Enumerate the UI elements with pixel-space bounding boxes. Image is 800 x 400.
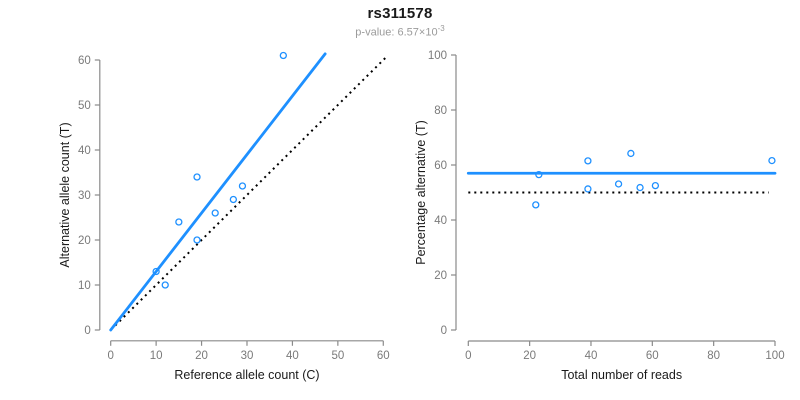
- data-point: [229, 195, 238, 204]
- y-tick-label: 100: [428, 50, 447, 62]
- x-tick-label: 40: [585, 350, 598, 362]
- x-axis-title: Total number of reads: [561, 368, 682, 382]
- x-tick-label: 50: [331, 350, 344, 362]
- data-point: [651, 181, 660, 190]
- y-tick-label: 60: [78, 55, 91, 67]
- chart-title: rs311578: [367, 5, 433, 22]
- data-point: [193, 236, 201, 244]
- x-tick-label: 20: [195, 350, 208, 362]
- data-point: [614, 180, 623, 188]
- data-point: [584, 157, 592, 165]
- data-point: [175, 218, 183, 226]
- y-tick-label: 50: [78, 100, 91, 112]
- x-axis-title: Reference allele count (C): [174, 368, 319, 382]
- data-point: [768, 156, 776, 165]
- data-point: [627, 149, 635, 158]
- data-point: [636, 183, 644, 192]
- y-axis-title: Alternative allele count (T): [58, 122, 72, 267]
- data-point: [193, 173, 201, 181]
- p-value-text: p-value: 6.57×10: [355, 26, 438, 39]
- x-tick-label: 80: [707, 350, 720, 362]
- x-tick-label: 20: [523, 350, 536, 362]
- data-point: [535, 170, 543, 179]
- x-tick-label: 0: [107, 350, 113, 362]
- p-value-exponent: -3: [437, 24, 445, 33]
- y-tick-label: 40: [78, 145, 91, 157]
- y-tick-label: 0: [84, 325, 90, 337]
- data-point: [161, 281, 169, 289]
- fit-line: [109, 52, 327, 332]
- percentage-vs-reads-scatter: 0 20 40 60 80 100 Percentage alternative (T) 0 2…: [414, 50, 785, 382]
- data-point: [238, 182, 247, 190]
- x-tick-label: 10: [150, 350, 163, 362]
- x-tick-label: 0: [465, 350, 471, 362]
- x-tick-label: 40: [286, 350, 299, 362]
- chart-subtitle: p-value: 6.57×10-3: [0, 24, 800, 39]
- data-point: [279, 51, 287, 60]
- y-tick-label: 80: [434, 105, 447, 117]
- allele-count-scatter: 0 10 20 30 40 50 60 Alternative allele count (T…: [58, 51, 390, 382]
- x-tick-label: 60: [646, 350, 659, 362]
- data-point: [211, 209, 219, 217]
- x-tick-label: 60: [377, 350, 390, 362]
- reference-line: [114, 54, 389, 327]
- y-tick-label: 40: [434, 215, 447, 227]
- y-tick-label: 60: [434, 160, 447, 172]
- y-tick-label: 0: [441, 325, 447, 337]
- data-point: [532, 201, 540, 209]
- y-axis-title: Percentage alternative (T): [414, 120, 428, 265]
- data-point: [152, 267, 160, 276]
- y-tick-label: 20: [78, 235, 91, 247]
- data-point: [584, 185, 592, 193]
- y-tick-label: 20: [434, 270, 447, 282]
- x-tick-label: 30: [241, 350, 254, 362]
- y-tick-label: 10: [78, 280, 91, 292]
- x-tick-label: 100: [765, 350, 784, 362]
- y-tick-label: 30: [78, 190, 91, 202]
